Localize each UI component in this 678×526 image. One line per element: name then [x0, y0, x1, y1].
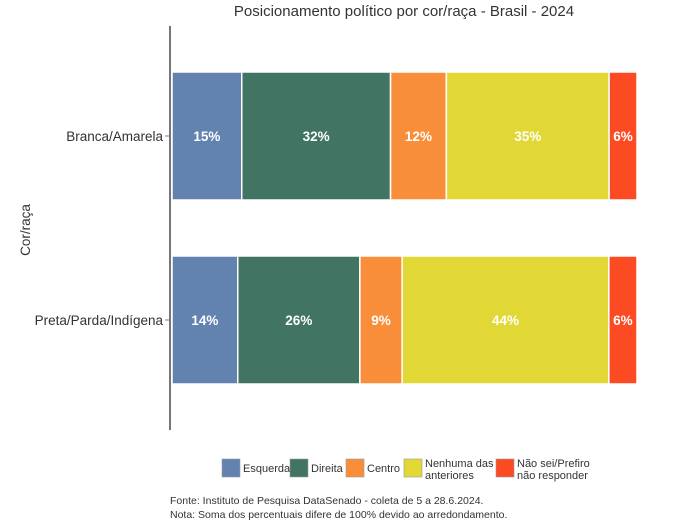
data-label: 12%: [405, 129, 432, 144]
bar-segment: [445, 71, 610, 201]
data-label: 35%: [514, 129, 541, 144]
bar-segment: [171, 71, 243, 201]
bar-segment: [241, 71, 392, 201]
data-label: 14%: [191, 313, 218, 328]
data-label: 32%: [303, 129, 330, 144]
legend-label: Centro: [367, 463, 400, 475]
legend-label: Nenhuma das anteriores: [425, 458, 494, 482]
bar-segment: [171, 255, 239, 385]
bar-segment: [401, 255, 610, 385]
chart-title: Posicionamento político por cor/raça - B…: [234, 3, 574, 20]
category-label: Preta/Parda/Indígena: [35, 313, 164, 328]
legend-swatch: [403, 458, 423, 478]
legend-swatch: [495, 458, 515, 478]
legend-swatch: [221, 458, 241, 478]
legend-label: Direita: [311, 463, 344, 475]
rounding-note: Nota: Soma dos percentuais difere de 100…: [170, 509, 507, 521]
data-label: 6%: [613, 129, 633, 144]
legend-swatch: [289, 458, 309, 478]
data-label: 9%: [371, 313, 391, 328]
data-label: 6%: [613, 313, 633, 328]
data-label: 26%: [285, 313, 312, 328]
data-label: 15%: [193, 129, 220, 144]
legend-label: Esquerda: [243, 463, 291, 475]
source-note: Fonte: Instituto de Pesquisa DataSenado …: [170, 495, 483, 507]
y-axis-title: Cor/raça: [18, 204, 33, 256]
data-label: 44%: [492, 313, 519, 328]
bar-segment: [608, 255, 638, 385]
bar-segment: [608, 71, 638, 201]
legend: Esquerda Direita Centro Nenhuma das anterior…: [221, 458, 590, 482]
legend-swatch: [345, 458, 365, 478]
bar-segment: [389, 71, 448, 201]
legend-label: Não sei/Prefiro não responder: [517, 458, 590, 482]
bars-layer: Branca/Amarela 15% 32% 12% 35% 6% Preta/Parda/…: [35, 71, 638, 385]
bar-segment: [359, 255, 403, 385]
category-label: Branca/Amarela: [66, 129, 163, 144]
bar-segment: [237, 255, 361, 385]
